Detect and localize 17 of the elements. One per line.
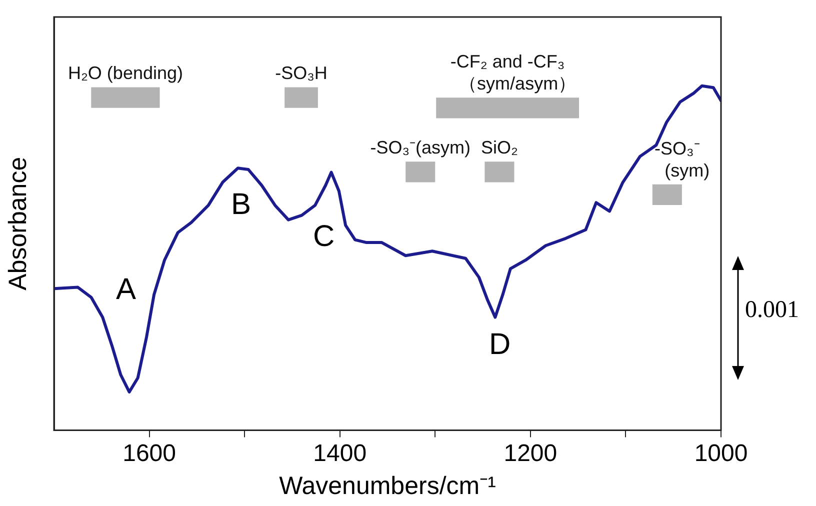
y-axis-title: Absorbance <box>4 156 32 290</box>
x-tick-label: 1200 <box>504 440 558 468</box>
annotation: D <box>489 327 511 363</box>
text: 0.001 <box>745 296 799 325</box>
band-label: -SO₃⁻(asym) <box>370 138 471 158</box>
x-tick-label: 1400 <box>313 440 367 468</box>
annotation: A <box>116 272 136 308</box>
x-axis-title: Wavenumbers/cm⁻¹ <box>279 472 496 500</box>
x-tick-label: 1000 <box>694 440 748 468</box>
band-label: -SO₃H <box>275 63 328 84</box>
band-label: H₂O (bending) <box>68 63 183 84</box>
band-label: -SO₃⁻ (sym) <box>654 138 710 180</box>
x-tick-label: 1600 <box>122 440 176 468</box>
annotation: B <box>231 187 252 223</box>
band-label: -CF₂ and -CF₃ （sym/asym） <box>450 52 576 94</box>
annotation: C <box>313 219 335 255</box>
band-label: SiO₂ <box>480 138 518 158</box>
